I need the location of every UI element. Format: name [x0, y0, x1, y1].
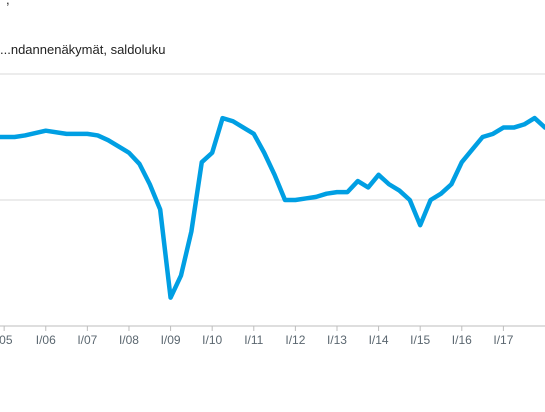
data-point [137, 162, 141, 166]
data-point [210, 151, 214, 155]
data-point [533, 116, 537, 120]
x-tick-label: I/16 [452, 333, 472, 347]
x-tick-label: /05 [0, 333, 13, 347]
data-point [179, 274, 183, 278]
data-point [366, 185, 370, 189]
x-tick-label: I/13 [327, 333, 347, 347]
x-tick-label: I/15 [410, 333, 430, 347]
data-point [418, 223, 422, 227]
data-point [345, 190, 349, 194]
data-point [335, 190, 339, 194]
x-tick-label: I/14 [369, 333, 389, 347]
x-tick-label: I/17 [493, 333, 513, 347]
x-tick-label: I/08 [119, 333, 139, 347]
x-tick-label: I/09 [161, 333, 181, 347]
data-point [283, 198, 287, 202]
x-tick-label: I/06 [36, 333, 56, 347]
data-point [387, 182, 391, 186]
data-point [44, 129, 48, 133]
x-tick-label: I/11 [244, 333, 263, 347]
data-point [127, 151, 131, 155]
series [0, 115, 545, 300]
data-point [252, 132, 256, 136]
data-point [85, 132, 89, 136]
data-point [397, 189, 401, 193]
data-point [377, 173, 381, 177]
data-point [13, 135, 17, 139]
data-point [169, 296, 173, 300]
data-point [241, 126, 245, 130]
data-point [512, 126, 516, 130]
x-tick-label: I/10 [202, 333, 222, 347]
gridlines [0, 73, 545, 327]
data-point [429, 198, 433, 202]
data-point [491, 132, 495, 136]
data-point [221, 116, 225, 120]
series-line [0, 115, 545, 300]
data-point [231, 119, 235, 123]
x-axis: /05 I/06 I/07 I/08 I/09 I/10 I/11 I/12 I/13 I/14 I… [0, 326, 514, 347]
data-point [200, 160, 204, 164]
data-point [273, 173, 277, 177]
data-point [356, 179, 360, 183]
data-point [189, 230, 193, 234]
data-point [293, 198, 297, 202]
data-point [325, 192, 329, 196]
data-point [96, 133, 100, 137]
chart-title: ...ndannenäkymät, saldoluku [0, 42, 166, 57]
truncated-header-text: , [6, 0, 10, 7]
data-point [439, 192, 443, 196]
data-point [106, 138, 110, 142]
data-point [262, 151, 266, 155]
x-tick-label: I/07 [77, 333, 97, 347]
data-point [481, 135, 485, 139]
data-point [522, 122, 526, 126]
data-point [158, 207, 162, 211]
data-point [408, 198, 412, 202]
x-tick-label: I/12 [285, 333, 305, 347]
data-point [501, 126, 505, 130]
data-point [65, 132, 69, 136]
data-point [449, 182, 453, 186]
data-point [304, 196, 308, 200]
data-point [460, 160, 464, 164]
data-point [314, 195, 318, 199]
data-point [117, 144, 121, 148]
data-point [470, 148, 474, 152]
data-point [148, 182, 152, 186]
data-point [23, 133, 27, 137]
